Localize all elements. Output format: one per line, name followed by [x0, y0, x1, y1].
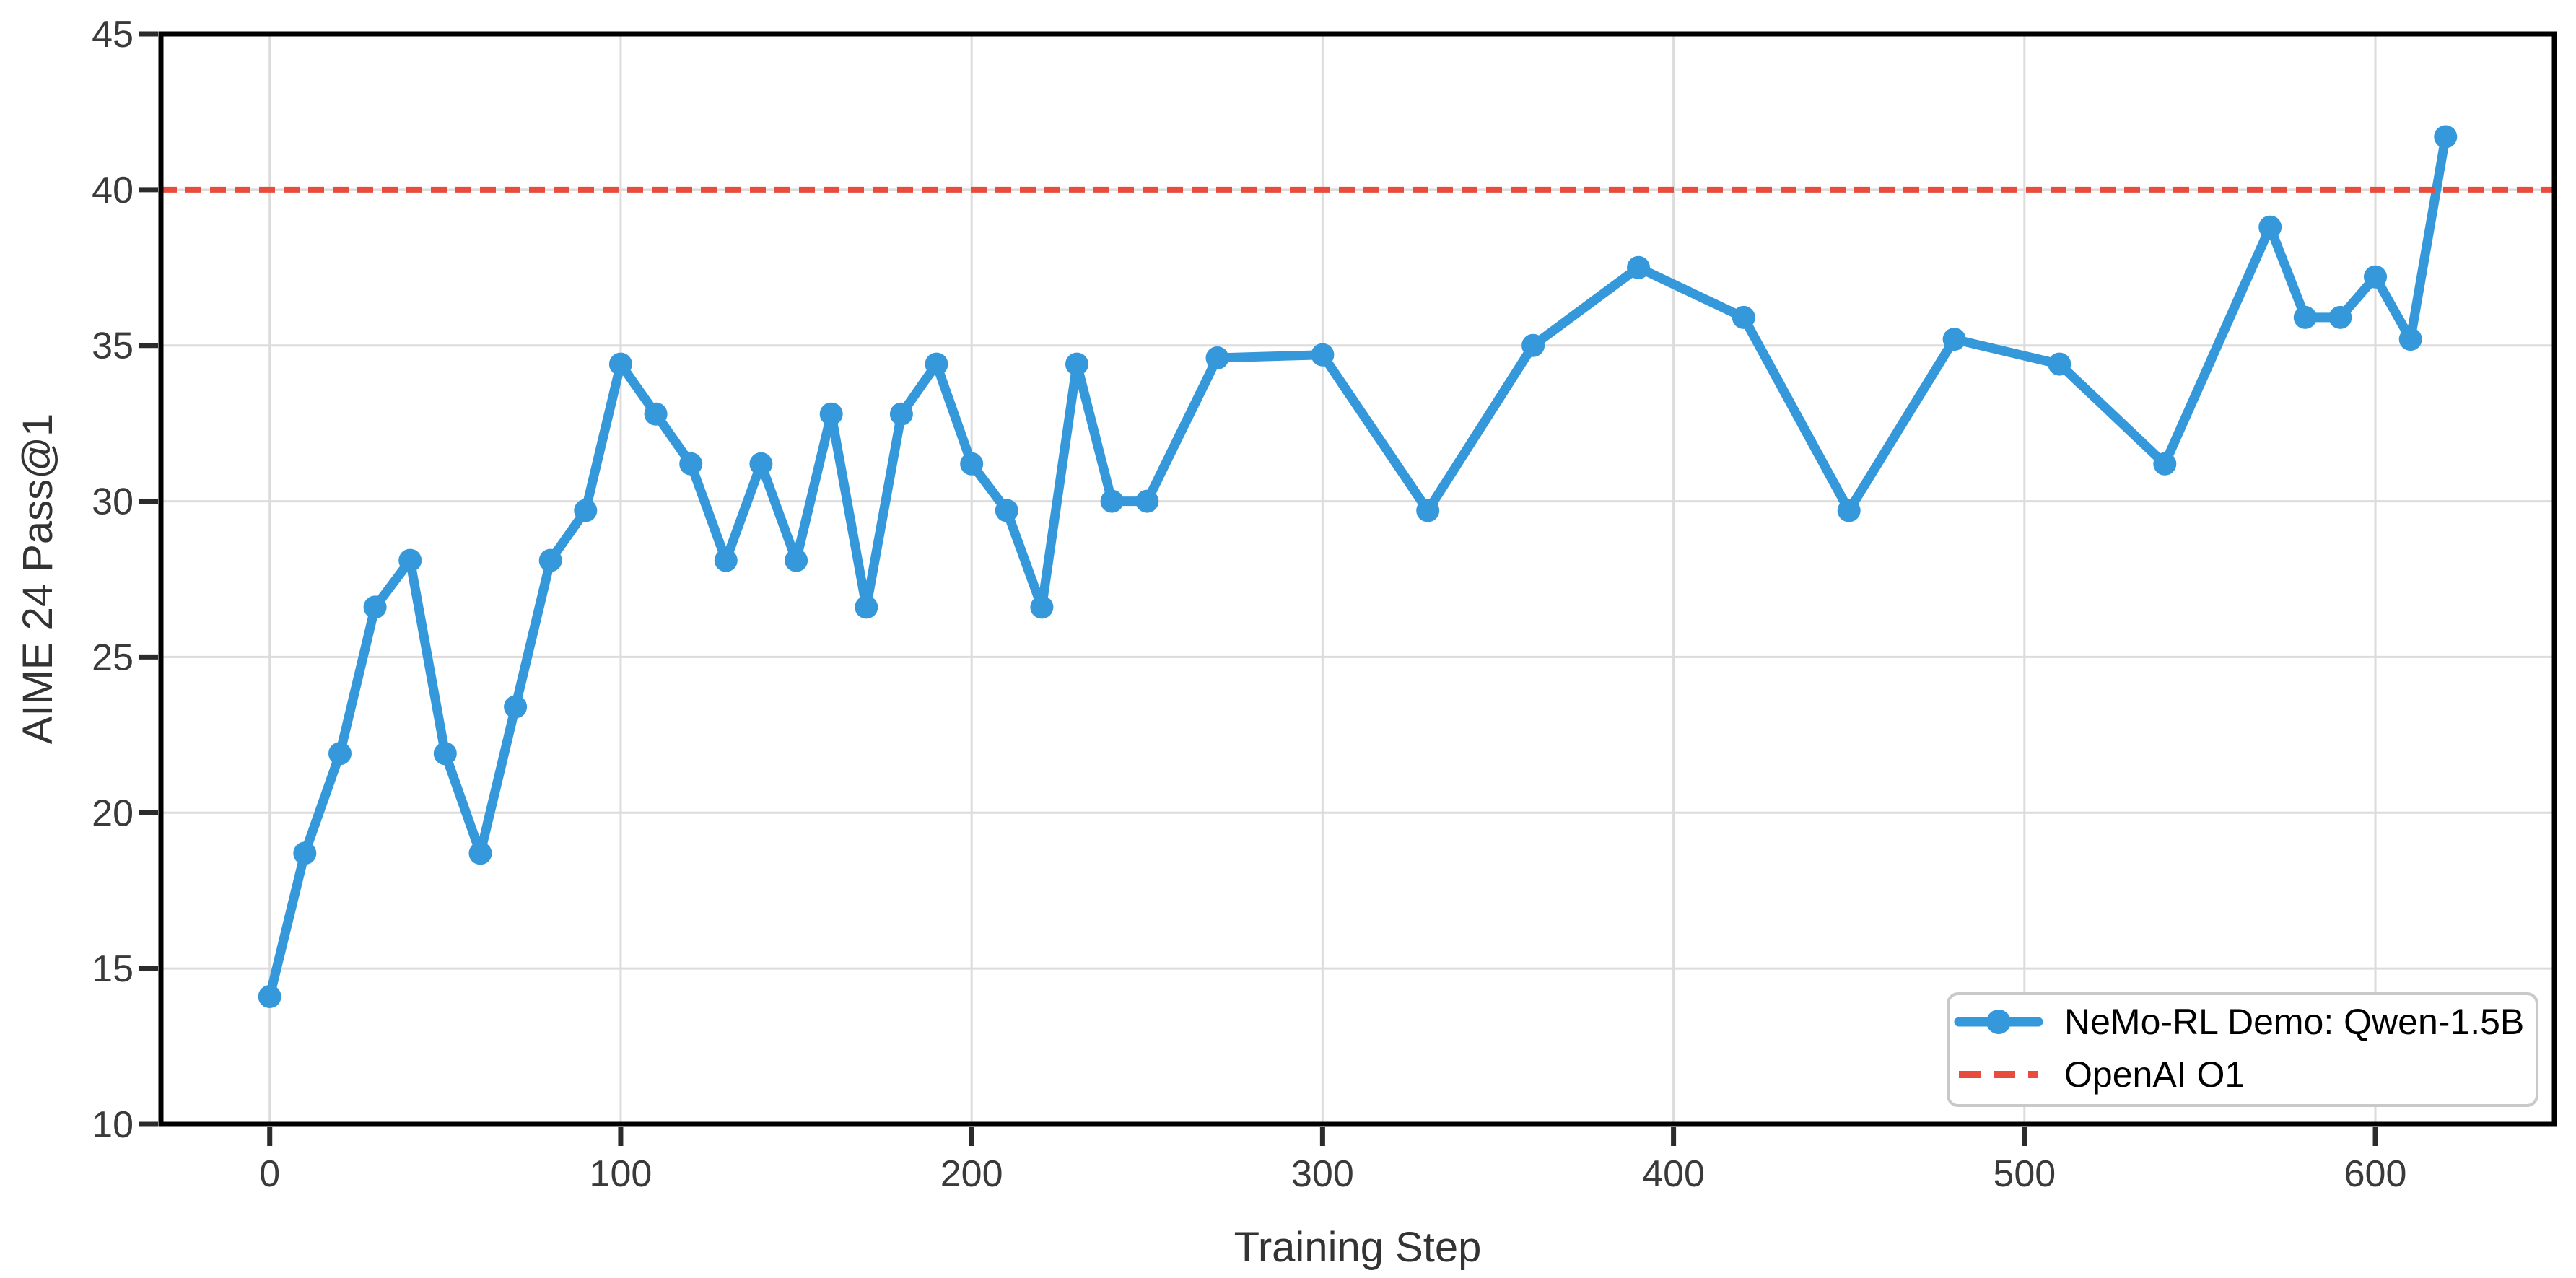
- data-point: [1627, 255, 1650, 279]
- legend-marker-icon: [1986, 1010, 2011, 1034]
- data-point: [2328, 305, 2352, 329]
- x-tick-label: 300: [1291, 1153, 1354, 1195]
- y-tick-label: 15: [92, 948, 134, 990]
- data-point: [1732, 305, 1755, 329]
- y-tick-label: 20: [92, 792, 134, 834]
- data-point: [1135, 489, 1159, 513]
- data-point: [1521, 333, 1545, 357]
- data-point: [2398, 328, 2422, 351]
- x-tick-label: 200: [940, 1153, 1003, 1195]
- data-point: [258, 985, 281, 1008]
- x-tick-label: 0: [259, 1153, 280, 1195]
- data-point: [1942, 328, 1966, 351]
- data-series: [161, 125, 2554, 1008]
- x-tick-label: 600: [2344, 1153, 2407, 1195]
- data-point: [679, 452, 703, 476]
- data-point: [714, 548, 738, 572]
- data-point: [293, 841, 317, 865]
- data-point: [608, 352, 632, 376]
- data-point: [1065, 352, 1088, 376]
- data-point: [1100, 489, 1124, 513]
- legend-label-openai-o1: OpenAI O1: [2064, 1054, 2245, 1095]
- legend-box: [1947, 992, 2538, 1107]
- x-tick-label: 400: [1642, 1153, 1705, 1195]
- nemo-rl-line: [265, 132, 2450, 1002]
- x-tick-label: 100: [590, 1153, 652, 1195]
- data-point: [2048, 352, 2071, 376]
- data-point: [468, 841, 492, 865]
- data-point: [2364, 265, 2387, 289]
- x-tick-label: 500: [1993, 1153, 2056, 1195]
- data-point: [433, 742, 457, 766]
- data-point: [538, 548, 562, 572]
- y-tick-label: 40: [92, 170, 134, 211]
- y-axis-label: AIME 24 Pass@1: [14, 413, 61, 745]
- data-point: [574, 499, 598, 522]
- y-tick-label: 30: [92, 481, 134, 523]
- data-point: [644, 402, 668, 426]
- legend-item-openai-o1: OpenAI O1: [1959, 1054, 2245, 1095]
- data-point: [328, 742, 352, 766]
- data-point: [855, 595, 878, 619]
- gridlines: [161, 32, 2554, 1126]
- data-point: [995, 499, 1018, 522]
- data-point: [889, 402, 913, 426]
- data-point: [1416, 499, 1440, 522]
- data-point: [398, 548, 422, 572]
- data-point: [2153, 452, 2177, 476]
- plot-border: [158, 31, 2557, 1127]
- axis-ticks: [139, 31, 2378, 1146]
- data-point: [1311, 343, 1335, 367]
- data-point: [363, 595, 387, 619]
- data-point: [925, 352, 948, 376]
- y-tick-label: 45: [92, 14, 134, 56]
- data-point: [960, 452, 984, 476]
- data-point: [504, 695, 528, 719]
- y-tick-label: 25: [92, 636, 134, 678]
- y-tick-label: 10: [92, 1104, 134, 1146]
- data-point: [749, 452, 773, 476]
- tick-labels: 0 100 200 300 400 500 600 10 15 20 25 30 35 40 45: [92, 14, 2406, 1195]
- data-point: [819, 402, 843, 426]
- data-point: [785, 548, 808, 572]
- legend: NeMo-RL Demo: Qwen-1.5B OpenAI O1: [1947, 992, 2538, 1107]
- legend-label-nemo-rl: NeMo-RL Demo: Qwen-1.5B: [2064, 1002, 2524, 1042]
- legend-item-nemo-rl: NeMo-RL Demo: Qwen-1.5B: [1954, 1002, 2524, 1042]
- data-point: [2258, 215, 2282, 239]
- data-point: [2434, 125, 2458, 149]
- data-point: [1030, 595, 1054, 619]
- data-point: [1205, 346, 1229, 369]
- y-tick-label: 35: [92, 325, 134, 367]
- x-axis-label: Training Step: [1234, 1224, 1482, 1271]
- data-point: [1837, 499, 1861, 522]
- data-point: [2293, 305, 2317, 329]
